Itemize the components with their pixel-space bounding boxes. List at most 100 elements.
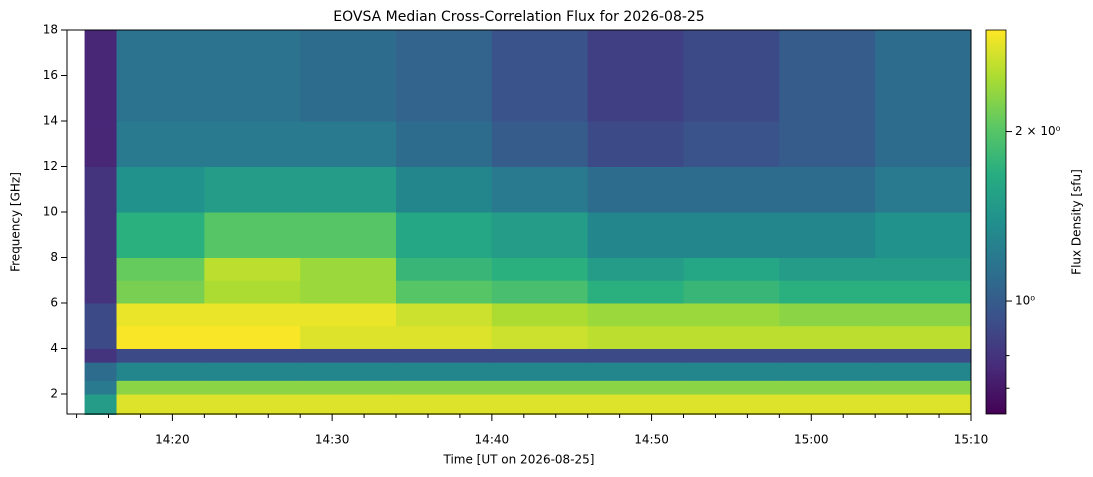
y-tick-label: 10 [43, 204, 58, 218]
colorbar-tick-label: 2 × 10⁰ [1015, 124, 1061, 138]
heatmap-cell [84, 166, 118, 213]
heatmap-cell [779, 166, 876, 213]
heatmap-cell [587, 302, 685, 327]
heatmap-cell [683, 348, 780, 363]
heatmap-cell [875, 380, 972, 395]
heatmap-cell [300, 280, 397, 304]
heatmap-cell [116, 380, 205, 395]
heatmap-cell [396, 393, 493, 415]
heatmap-cell [84, 393, 118, 415]
heatmap-cell [683, 257, 780, 281]
y-tick-label: 16 [43, 68, 58, 82]
heatmap-cell [683, 325, 780, 349]
heatmap-cell [587, 393, 685, 415]
heatmap-cell [491, 280, 589, 304]
heatmap-cell [396, 348, 493, 363]
x-tick-label: 15:10 [954, 433, 989, 447]
heatmap-cell [204, 325, 301, 349]
heatmap-cell [683, 302, 780, 327]
heatmap-cell [683, 30, 780, 122]
heatmap-cell [204, 380, 301, 395]
heatmap-cell [779, 362, 876, 381]
heatmap-cell [683, 280, 780, 304]
heatmap-cell [396, 325, 493, 349]
heatmap-cell [300, 257, 397, 281]
heatmap-cell [116, 362, 205, 381]
heatmap-cell [396, 362, 493, 381]
heatmap-cell [683, 166, 780, 213]
heatmap-cell [396, 380, 493, 395]
heatmap-cell [204, 393, 301, 415]
heatmap-cell [396, 257, 493, 281]
heatmap-cell [491, 211, 589, 258]
heatmap-cell [116, 302, 205, 327]
heatmap-cell [300, 211, 397, 258]
heatmap-cell [491, 257, 589, 281]
heatmap-cell [779, 348, 876, 363]
heatmap-cell [587, 166, 685, 213]
heatmap-cell [491, 120, 589, 167]
heatmap-cell [116, 348, 205, 363]
heatmap-cell [683, 362, 780, 381]
heatmap-cell [491, 380, 589, 395]
heatmap-cell [779, 302, 876, 327]
heatmap-cell [875, 348, 972, 363]
x-tick-label: 14:50 [634, 433, 669, 447]
heatmap-cell [84, 257, 118, 281]
heatmap-cell [84, 380, 118, 395]
y-tick-label: 6 [50, 295, 58, 309]
heatmap-cell [875, 30, 972, 122]
chart-title: EOVSA Median Cross-Correlation Flux for … [333, 9, 704, 25]
heatmap-cell [116, 211, 205, 258]
heatmap-cell [875, 211, 972, 258]
heatmap-cell [779, 325, 876, 349]
heatmap-cell [204, 30, 301, 122]
heatmap-cell [84, 348, 118, 363]
heatmap-cell [587, 325, 685, 349]
x-tick-label: 15:00 [794, 433, 829, 447]
heatmap-cell [491, 30, 589, 122]
heatmap-cell [875, 302, 972, 327]
heatmap-cell [116, 257, 205, 281]
heatmap-cell [116, 393, 205, 415]
heatmap-cell [84, 120, 118, 167]
heatmap-cell [587, 362, 685, 381]
heatmap-cell [300, 302, 397, 327]
colorbar [985, 29, 1007, 415]
heatmap-cell [204, 166, 301, 213]
x-tick-label: 14:20 [155, 433, 190, 447]
heatmap-cell [875, 362, 972, 381]
heatmap-cell [84, 362, 118, 381]
colorbar-label: Flux Density [sfu] [1070, 169, 1084, 275]
heatmap-cell [396, 120, 493, 167]
heatmap-cell [396, 302, 493, 327]
heatmap-cell [779, 257, 876, 281]
heatmap-cell [875, 325, 972, 349]
x-axis-label: Time [UT on 2026-08-25] [443, 453, 595, 467]
heatmap-cell [116, 280, 205, 304]
heatmap-cell [587, 120, 685, 167]
heatmap-cell [875, 166, 972, 213]
heatmap-cell [116, 325, 205, 349]
heatmap-cell [875, 257, 972, 281]
heatmap-cell [204, 120, 301, 167]
heatmap-cell [204, 257, 301, 281]
heatmap-cell [779, 380, 876, 395]
y-tick-label: 4 [50, 341, 58, 355]
heatmap-cell [84, 211, 118, 258]
heatmap-cell [683, 380, 780, 395]
heatmap-cell [116, 30, 205, 122]
heatmap-cell [396, 30, 493, 122]
plot-frame [66, 29, 972, 415]
heatmap-cell [587, 380, 685, 395]
heatmap-cell [396, 211, 493, 258]
heatmap-cell [491, 166, 589, 213]
heatmap-cell [587, 257, 685, 281]
heatmap-cell [491, 362, 589, 381]
heatmap-cell [204, 362, 301, 381]
heatmap-cell [116, 120, 205, 167]
heatmap-cell [779, 211, 876, 258]
heatmap-cell [204, 302, 301, 327]
heatmap-cell [300, 362, 397, 381]
heatmap-cell [300, 30, 397, 122]
